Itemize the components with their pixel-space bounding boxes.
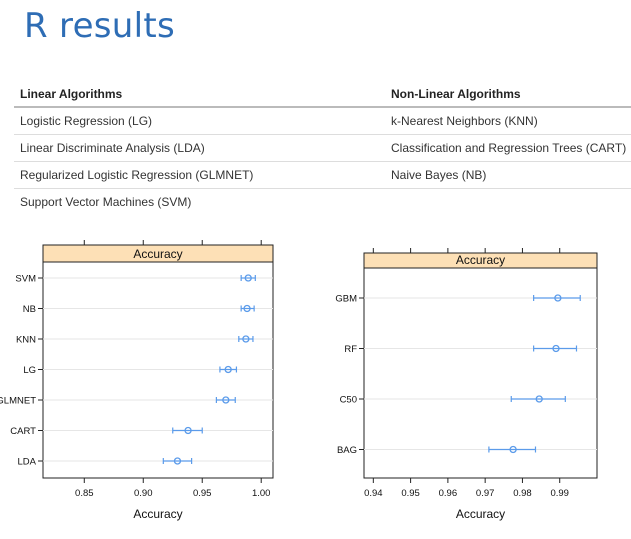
table-cell: Linear Discriminate Analysis (LDA) — [14, 134, 385, 162]
data-point — [173, 457, 182, 465]
table-cell: Classification and Regression Trees (CAR… — [385, 134, 631, 162]
table-cell: Regularized Logistic Regression (GLMNET) — [14, 161, 385, 189]
y-tick-label: SVM — [15, 274, 36, 285]
data-point — [243, 304, 251, 313]
table-cell: k-Nearest Neighbors (KNN) — [385, 107, 631, 135]
data-point — [554, 294, 562, 302]
x-axis-title: Accuracy — [456, 507, 505, 521]
table-header-row: Linear Algorithms Non-Linear Algorithms — [14, 82, 631, 108]
chart-panel-1: Accuracy — [38, 240, 274, 483]
strip-header — [42, 244, 274, 263]
x-tick-label: 0.95 — [401, 488, 420, 499]
data-point — [535, 395, 543, 403]
strip-label: Accuracy — [133, 247, 182, 261]
x-tick-label: 0.96 — [439, 488, 458, 499]
plot-frame — [42, 244, 274, 479]
table-cell: Naive Bayes (NB) — [385, 161, 631, 189]
slide-title: R results — [24, 6, 176, 46]
data-point — [244, 274, 252, 282]
x-tick-label: 0.95 — [193, 488, 212, 499]
data-point — [224, 365, 232, 374]
y-tick-label: LG — [23, 365, 36, 376]
x-tick-label: 0.85 — [75, 488, 94, 499]
data-point — [552, 344, 560, 353]
y-tick-label: LDA — [18, 457, 37, 468]
y-tick-label: C50 — [340, 395, 357, 406]
chart-panel-2: Accuracy — [359, 248, 598, 483]
table-row: Regularized Logistic Regression (GLMNET)… — [14, 161, 631, 189]
strip-label: Accuracy — [456, 253, 505, 267]
header-linear: Linear Algorithms — [14, 82, 385, 108]
x-axis-title: Accuracy — [133, 507, 182, 521]
y-tick-label: KNN — [16, 335, 36, 346]
x-tick-label: 0.90 — [134, 488, 153, 499]
plot-frame — [363, 252, 598, 479]
data-point — [509, 445, 517, 454]
y-tick-label: RF — [344, 344, 357, 355]
y-tick-label: BAG — [337, 445, 357, 456]
x-tick-label: 0.97 — [476, 488, 495, 499]
x-tick-label: 0.99 — [550, 488, 569, 499]
table-row: Linear Discriminate Analysis (LDA) Class… — [14, 134, 631, 162]
table-cell: Logistic Regression (LG) — [14, 107, 385, 135]
strip-header — [363, 252, 598, 269]
data-point — [184, 426, 192, 435]
table-row: Logistic Regression (LG) k-Nearest Neigh… — [14, 107, 631, 135]
x-tick-label: 0.98 — [513, 488, 532, 499]
algorithms-table: Linear Algorithms Non-Linear Algorithms … — [14, 82, 631, 215]
x-tick-label: 0.94 — [364, 488, 383, 499]
data-point — [242, 335, 250, 343]
y-tick-label: CART — [10, 426, 36, 437]
y-tick-label: GBM — [335, 294, 357, 305]
header-nonlinear: Non-Linear Algorithms — [385, 82, 631, 108]
table-row: Support Vector Machines (SVM) — [14, 189, 631, 216]
x-tick-label: 1.00 — [252, 488, 271, 499]
data-point — [222, 396, 230, 404]
table-cell: Support Vector Machines (SVM) — [20, 195, 192, 209]
y-tick-label: GLMNET — [0, 396, 36, 407]
y-tick-label: NB — [23, 304, 36, 315]
